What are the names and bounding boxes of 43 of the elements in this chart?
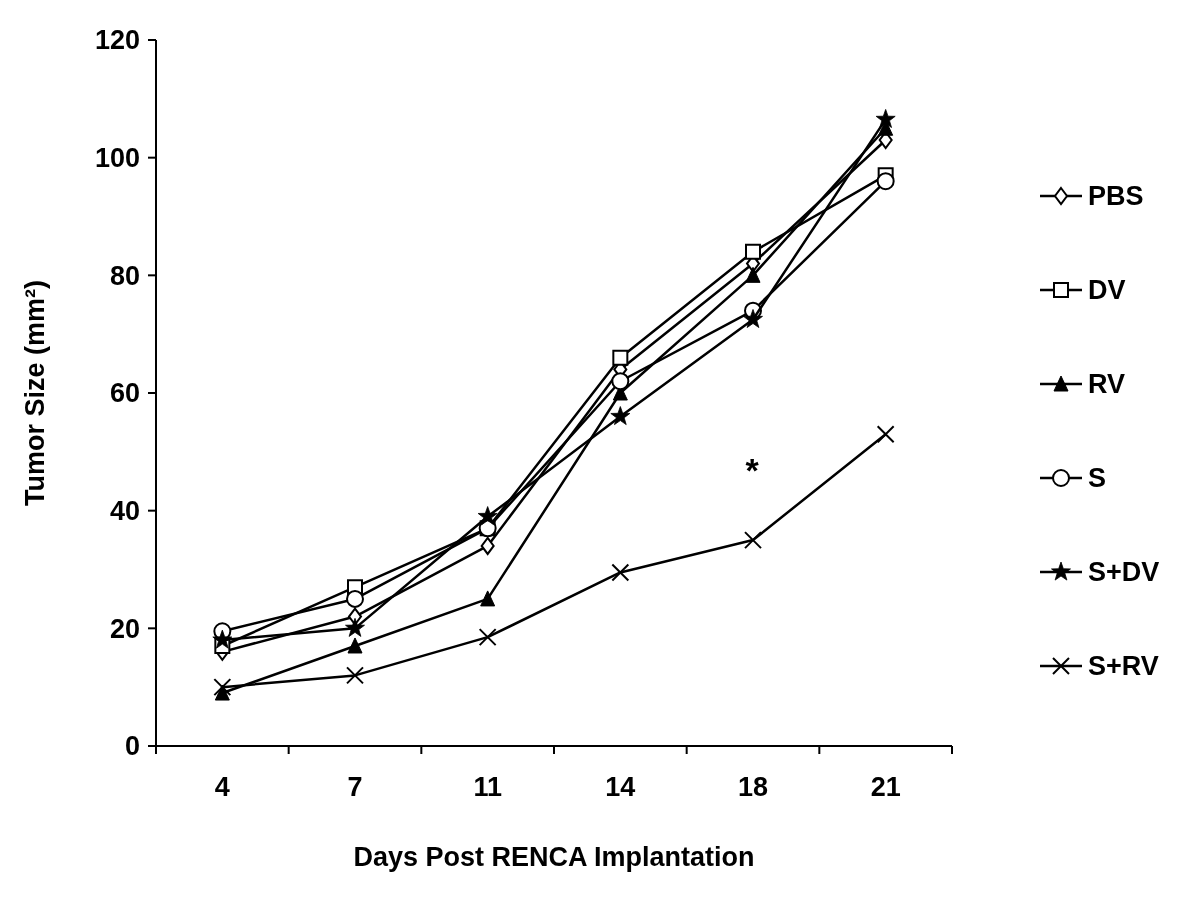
y-tick-label: 0 (124, 731, 140, 762)
point (611, 563, 630, 582)
point (610, 406, 631, 426)
point (612, 349, 629, 366)
point (744, 531, 762, 550)
y-axis-title: Tumor Size (mm²) (20, 279, 50, 507)
legend-label: S (1088, 463, 1107, 494)
x-tick-label: 14 (605, 772, 636, 802)
point (480, 536, 495, 555)
point (745, 243, 761, 260)
x-tick-label: 7 (347, 772, 363, 802)
y-tick-label: 80 (109, 260, 140, 291)
y-tick-label: 60 (109, 378, 140, 409)
x-axis-title: Days Post RENCA Implantation (353, 842, 755, 872)
point (480, 590, 496, 607)
y-tick-label: 100 (94, 143, 140, 174)
point (213, 678, 232, 697)
point (743, 309, 763, 328)
y-tick-label: 20 (109, 613, 140, 644)
point (876, 172, 895, 191)
x-tick-label: 4 (214, 772, 230, 802)
y-tick-label: 120 (94, 25, 140, 56)
x-tick-label: 21 (870, 772, 901, 802)
point (478, 628, 497, 647)
legend-label: S+DV (1088, 557, 1160, 588)
annotation: * (745, 450, 760, 489)
point (875, 109, 896, 128)
point (346, 666, 364, 685)
x-tick-label: 18 (737, 772, 769, 802)
legend-label: DV (1088, 275, 1126, 306)
point (345, 617, 365, 637)
y-tick-label: 40 (109, 496, 140, 527)
legend-label: RV (1088, 369, 1126, 400)
x-tick-label: 11 (473, 772, 502, 802)
point (212, 629, 233, 649)
point (611, 372, 630, 391)
point (347, 637, 363, 654)
point (745, 266, 761, 283)
legend-label: PBS (1088, 181, 1144, 212)
point (346, 589, 364, 608)
point (876, 425, 895, 444)
point (477, 506, 498, 526)
legend-label: S+RV (1088, 651, 1159, 682)
